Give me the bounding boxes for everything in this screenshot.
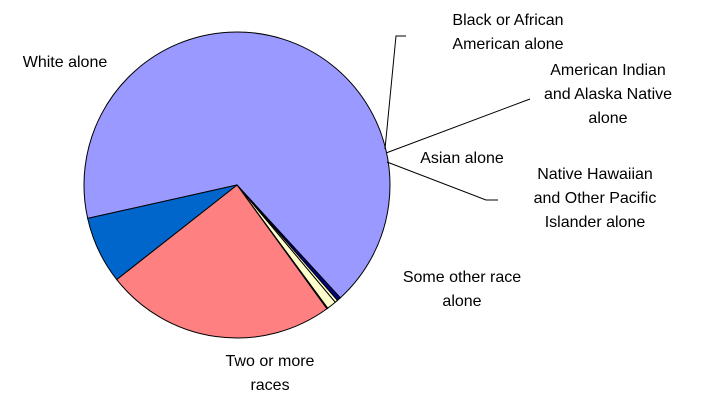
slice-label-6: Two or more races xyxy=(226,353,315,393)
slice-labels: White alone Black or African American alon… xyxy=(23,12,672,393)
slice-label-line: Black or African xyxy=(452,12,563,29)
slice-label-line: Some other race xyxy=(403,269,521,286)
slice-label-1: Black or African American alone xyxy=(452,12,563,53)
pie-slice-6 xyxy=(87,184,238,281)
slice-label-0: White alone xyxy=(23,54,108,71)
leader-lines xyxy=(384,35,531,201)
slice-label-line: White alone xyxy=(23,54,108,71)
leader-line-2 xyxy=(385,98,531,154)
slice-label-line: alone xyxy=(588,110,627,127)
slice-label-line: American Indian xyxy=(550,62,666,79)
slice-label-line: races xyxy=(250,377,289,393)
slice-label-line: Two or more xyxy=(226,353,315,370)
slice-label-line: and Other Pacific xyxy=(534,190,657,207)
pie-slice-0 xyxy=(83,31,391,299)
slice-label-line: and Alaska Native xyxy=(544,86,672,103)
pie-slices xyxy=(83,31,391,339)
slice-label-3: Asian alone xyxy=(420,150,504,167)
slice-label-2: American Indian and Alaska Native alone xyxy=(544,62,672,127)
slice-label-4: Native Hawaiian and Other Pacific Islander… xyxy=(534,166,657,231)
leader-line-4 xyxy=(386,161,498,201)
slice-label-5: Some other race alone xyxy=(403,269,521,310)
slice-label-line: Asian alone xyxy=(420,150,504,167)
slice-label-line: Islander alone xyxy=(545,214,646,231)
pie-slice-5 xyxy=(115,184,328,339)
slice-label-line: Native Hawaiian xyxy=(537,166,653,183)
slice-label-line: American alone xyxy=(452,36,563,53)
leader-line-1 xyxy=(384,35,406,150)
slice-label-line: alone xyxy=(442,293,481,310)
